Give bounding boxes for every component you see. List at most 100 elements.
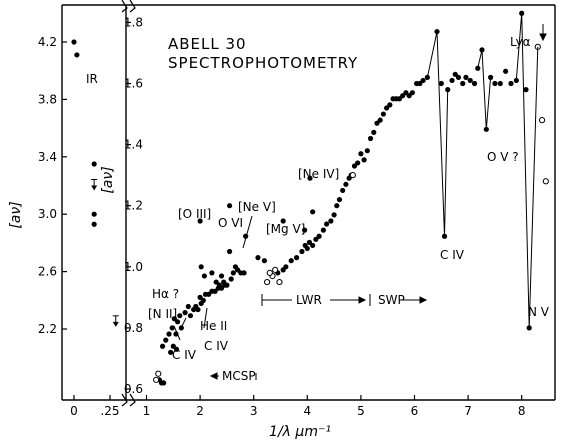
filled-data-point (449, 77, 455, 84)
filled-data-point (163, 337, 169, 343)
main-x-tick-label: 2 (196, 404, 204, 418)
annotation-oiii: [O III] (178, 207, 211, 221)
filled-data-point (187, 313, 194, 319)
filled-data-point (364, 148, 370, 154)
main-x-tick-label: 4 (303, 404, 311, 418)
ir-y-tick-label: 3.8 (38, 92, 57, 106)
filled-data-point (497, 80, 503, 87)
filled-data-point (169, 325, 175, 331)
filled-data-point (523, 87, 529, 93)
filled-data-point (201, 273, 207, 279)
filled-data-point (467, 77, 473, 84)
plot-frame (61, 4, 556, 401)
filled-data-point (336, 196, 343, 203)
filled-data-point (355, 160, 361, 166)
filled-data-point (331, 212, 337, 218)
filled-data-point (304, 245, 310, 252)
filled-data-point (226, 248, 233, 255)
filled-data-point (218, 273, 225, 279)
filled-data-point (460, 80, 466, 87)
main-x-tick-label: 8 (518, 404, 526, 418)
main-data-points (153, 10, 549, 386)
annotation-nv: N V (528, 305, 550, 319)
y-axis-label-left: [aν] (8, 201, 24, 228)
annotation-nii: [N II] (148, 307, 177, 321)
ir-upper-limit-arrow (91, 179, 98, 191)
annotation-ovi: O VI (218, 216, 243, 230)
main-x-tick-label: 7 (464, 404, 472, 418)
filled-data-point (340, 187, 346, 194)
annotation-heii: He II (200, 319, 227, 333)
chart-title-line2: SPECTROPHOTOMETRY (168, 54, 358, 72)
main-y-tick-label: 0.8 (124, 321, 143, 335)
open-data-point (349, 172, 356, 179)
annotation-mgv: [Mg V] (266, 222, 305, 236)
filled-data-point (159, 343, 166, 349)
annotation-swp: SWP (378, 293, 405, 307)
filled-data-point (409, 90, 415, 96)
filled-data-point (503, 68, 509, 74)
filled-data-point (161, 380, 167, 386)
main-x-tick-label: 3 (250, 404, 258, 418)
filled-data-point (166, 331, 172, 337)
annotation-nev: [Ne V] (238, 200, 276, 214)
main-y-tick-label: 1.6 (124, 77, 143, 91)
peak-connector-line (426, 31, 449, 237)
filled-data-point (475, 65, 481, 71)
filled-data-point (288, 258, 294, 264)
filled-data-point (343, 181, 349, 187)
filled-data-point (387, 102, 393, 108)
peak-connector-line (515, 13, 539, 328)
main-x-tick-label: 6 (411, 404, 419, 418)
filled-data-point (195, 306, 201, 313)
main-x-tick-label: 5 (357, 404, 365, 418)
filled-data-point (463, 74, 469, 80)
filled-data-point (441, 233, 448, 239)
main-y-tick-label: 1.4 (124, 138, 143, 152)
ir-axis-ticks: 0 .25 2.2 2.6 3.0 3.4 3.8 4.2 (38, 35, 120, 418)
filled-data-point (508, 80, 514, 87)
filled-data-point (371, 129, 377, 135)
filled-data-point (283, 264, 289, 270)
x-axis-label: 1/λ μm⁻¹ (269, 424, 331, 440)
filled-data-point (185, 303, 191, 310)
filled-data-point (492, 80, 498, 87)
filled-data-point (299, 248, 305, 255)
filled-data-point (177, 313, 183, 319)
filled-data-point (174, 319, 181, 325)
filled-data-point (216, 282, 222, 288)
filled-data-point (241, 270, 247, 276)
main-x-tick-label: 1 (143, 404, 151, 418)
filled-data-point (228, 276, 234, 282)
ir-x-tick-label: .25 (100, 404, 119, 418)
annotation-arrows (173, 24, 547, 380)
filled-data-point (197, 218, 203, 224)
annotation-civ-a: C IV (172, 348, 197, 362)
filled-data-point (328, 218, 334, 224)
filled-data-point (471, 80, 478, 87)
filled-data-point (302, 227, 308, 233)
ir-upper-limit-arrow (112, 315, 119, 327)
filled-data-point (320, 227, 326, 233)
annotation-civ-b: C IV (204, 339, 229, 353)
ir-x-tick-label: 0 (70, 404, 78, 418)
filled-data-point (173, 346, 180, 352)
filled-data-point (307, 175, 313, 181)
annotation-lwr: LWR (296, 293, 322, 307)
ir-data-point (91, 161, 97, 167)
filled-data-point (200, 297, 206, 304)
filled-data-point (293, 255, 300, 261)
open-data-point (266, 269, 273, 277)
filled-data-point (280, 218, 286, 224)
filled-data-point (198, 264, 204, 270)
filled-data-point (316, 233, 322, 239)
main-y-tick-label: 1.8 (124, 15, 143, 29)
filled-data-point (438, 80, 444, 87)
filled-data-point (226, 203, 233, 209)
peak-connector-line (477, 49, 492, 130)
filled-data-point (310, 242, 316, 249)
filled-data-point (261, 258, 268, 264)
filled-data-point (182, 310, 188, 316)
filled-data-point (488, 74, 494, 80)
